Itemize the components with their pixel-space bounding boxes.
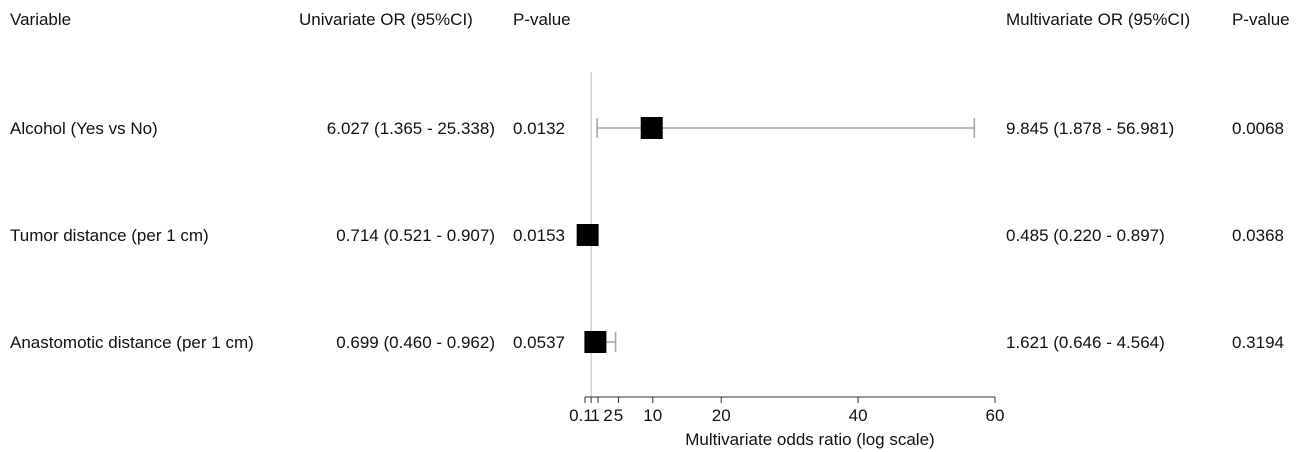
x-tick-label: 1 (590, 406, 599, 425)
x-tick-label: 40 (849, 406, 868, 425)
or-marker (576, 224, 599, 246)
row-multivariate-p: 0.3194 (1232, 333, 1284, 352)
row-univariate-p: 0.0132 (513, 119, 565, 138)
or-marker (640, 117, 663, 139)
header-univariate-p: P-value (513, 10, 571, 29)
x-axis-title: Multivariate odds ratio (log scale) (685, 430, 934, 449)
header-multivariate-p: P-value (1232, 10, 1290, 29)
row-variable: Tumor distance (per 1 cm) (10, 226, 209, 245)
x-tick-label: 2 (603, 406, 612, 425)
row-univariate-p: 0.0537 (513, 333, 565, 352)
x-tick-label: 10 (643, 406, 662, 425)
row-multivariate-or: 1.621 (0.646 - 4.564) (1006, 333, 1165, 352)
x-tick-label: 20 (712, 406, 731, 425)
row-variable: Alcohol (Yes vs No) (10, 119, 158, 138)
row-univariate-or: 0.714 (0.521 - 0.907) (336, 226, 495, 245)
row-multivariate-p: 0.0068 (1232, 119, 1284, 138)
header-univariate-or: Univariate OR (95%CI) (299, 10, 473, 29)
row-univariate-or: 0.699 (0.460 - 0.962) (336, 333, 495, 352)
row-variable: Anastomotic distance (per 1 cm) (10, 333, 254, 352)
row-multivariate-or: 9.845 (1.878 - 56.981) (1006, 119, 1175, 138)
row-multivariate-or: 0.485 (0.220 - 0.897) (1006, 226, 1165, 245)
x-tick-label: 60 (986, 406, 1005, 425)
row-multivariate-p: 0.0368 (1232, 226, 1284, 245)
x-tick-label: 0.1 (569, 406, 593, 425)
header-multivariate-or: Multivariate OR (95%CI) (1006, 10, 1191, 29)
row-univariate-or: 6.027 (1.365 - 25.338) (326, 119, 495, 138)
or-marker (584, 331, 607, 353)
x-tick-label: 5 (614, 406, 623, 425)
row-univariate-p: 0.0153 (513, 226, 565, 245)
header-variable: Variable (10, 10, 72, 29)
